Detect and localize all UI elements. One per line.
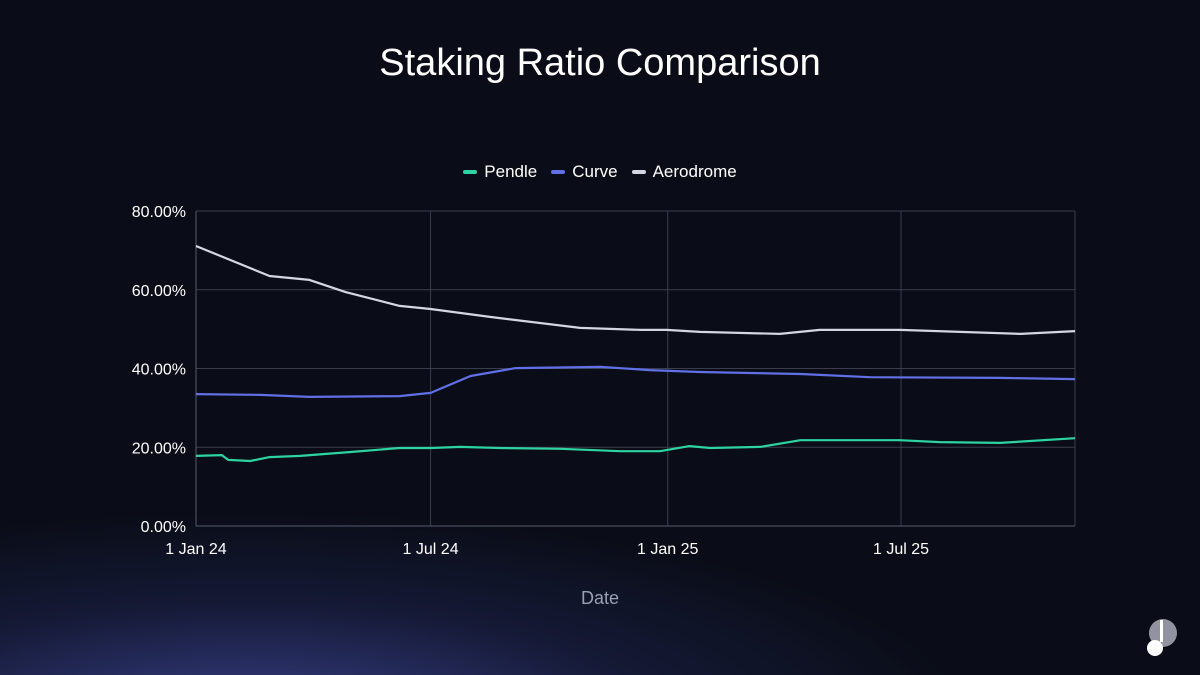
legend-swatch xyxy=(463,170,478,174)
y-tick-label: 40.00% xyxy=(132,362,186,379)
brand-logo-icon xyxy=(1147,619,1177,656)
y-tick-label: 20.00% xyxy=(132,440,186,457)
legend: Pendle Curve Aerodrome xyxy=(0,162,1200,182)
legend-item-pendle[interactable]: Pendle xyxy=(463,162,537,182)
legend-label: Pendle xyxy=(484,162,538,181)
series-line-curve xyxy=(195,365,1076,398)
x-tick-label: 1 Jan 24 xyxy=(165,541,226,558)
x-tick-label: 1 Jul 24 xyxy=(403,541,459,558)
x-tick-label: 1 Jan 25 xyxy=(637,541,698,558)
legend-swatch xyxy=(631,170,646,174)
y-tick-label: 80.00% xyxy=(132,204,186,221)
legend-item-curve[interactable]: Curve xyxy=(551,162,618,182)
legend-item-aerodrome[interactable]: Aerodrome xyxy=(631,162,737,182)
series-line-aerodrome xyxy=(195,244,1076,335)
series-line-pendle xyxy=(195,437,1076,463)
y-tick-label: 0.00% xyxy=(141,519,186,536)
legend-swatch xyxy=(551,170,566,174)
legend-label: Curve xyxy=(572,162,618,181)
chart-title: Staking Ratio Comparison xyxy=(379,42,821,84)
legend-label: Aerodrome xyxy=(652,162,737,181)
x-tick-label: 1 Jul 25 xyxy=(873,541,929,558)
x-axis-label: Date xyxy=(580,588,620,608)
y-tick-label: 60.00% xyxy=(132,283,186,300)
